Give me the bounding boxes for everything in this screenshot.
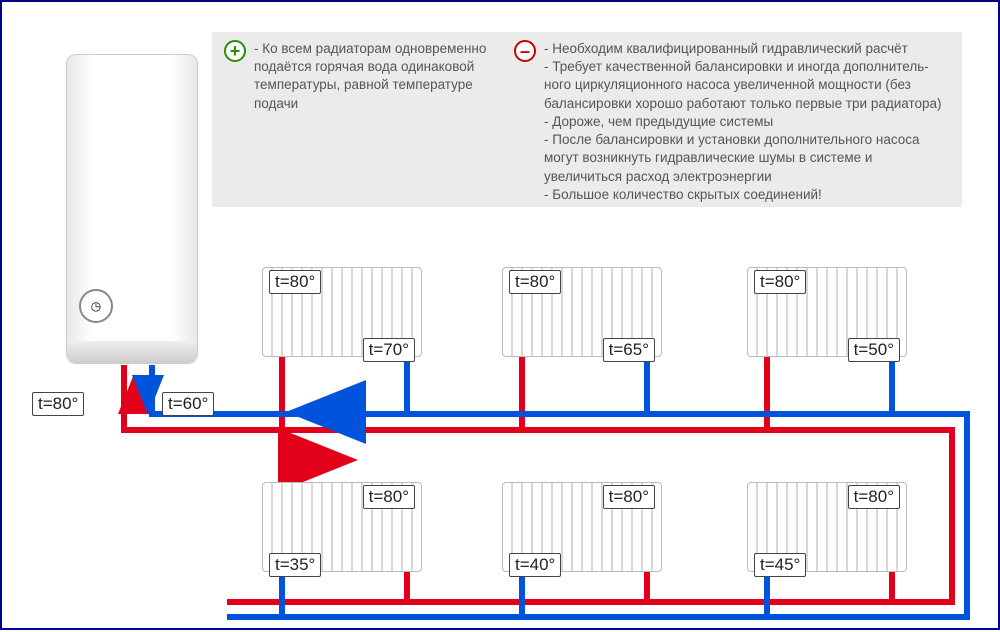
plus-icon: + — [224, 40, 246, 62]
radiator: t=80°t=65° — [502, 267, 662, 357]
boiler-base — [67, 341, 197, 363]
cons-column: – - Необходим квалифицированный гидравли… — [514, 40, 950, 199]
radiator-inlet-temp: t=80° — [754, 270, 806, 294]
radiator-outlet-temp: t=45° — [754, 553, 806, 577]
cons-text: - Необходим квалифицированный гидравличе… — [544, 40, 950, 199]
radiator-outlet-temp: t=35° — [269, 553, 321, 577]
boiler-supply-temp: t=80° — [32, 392, 84, 416]
radiator: t=80°t=40° — [502, 482, 662, 572]
radiator-outlet-temp: t=65° — [603, 338, 655, 362]
radiator: t=80°t=45° — [747, 482, 907, 572]
minus-icon: – — [514, 40, 536, 62]
boiler-return-temp: t=60° — [162, 392, 214, 416]
radiator-inlet-temp: t=80° — [848, 485, 900, 509]
radiator: t=80°t=35° — [262, 482, 422, 572]
radiator-inlet-temp: t=80° — [603, 485, 655, 509]
radiator-inlet-temp: t=80° — [509, 270, 561, 294]
boiler: ◷ — [66, 54, 198, 364]
radiator-outlet-temp: t=50° — [848, 338, 900, 362]
boiler-dial-icon: ◷ — [79, 289, 113, 323]
radiator-outlet-temp: t=40° — [509, 553, 561, 577]
pros-text: - Ко всем радиаторам одновременно подаёт… — [254, 40, 514, 199]
radiator-inlet-temp: t=80° — [363, 485, 415, 509]
pros-column: + - Ко всем радиаторам одновременно пода… — [224, 40, 514, 199]
radiator-inlet-temp: t=80° — [269, 270, 321, 294]
radiator: t=80°t=70° — [262, 267, 422, 357]
radiator-outlet-temp: t=70° — [363, 338, 415, 362]
info-box: + - Ко всем радиаторам одновременно пода… — [212, 32, 962, 207]
radiator: t=80°t=50° — [747, 267, 907, 357]
